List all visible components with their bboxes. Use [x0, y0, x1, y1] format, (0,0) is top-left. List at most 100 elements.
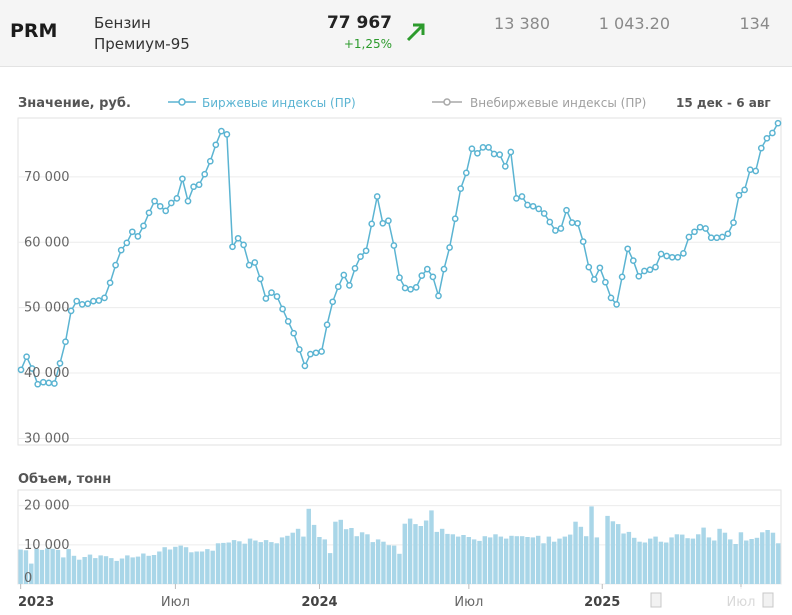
price-point[interactable] — [563, 206, 570, 214]
volume-bar[interactable] — [498, 536, 504, 584]
price-point[interactable] — [702, 225, 709, 232]
price-point[interactable] — [162, 207, 170, 215]
volume-bar[interactable] — [642, 542, 648, 585]
volume-bar[interactable] — [274, 543, 279, 584]
price-point[interactable] — [362, 247, 370, 255]
price-point[interactable] — [368, 220, 376, 228]
price-point[interactable] — [373, 193, 381, 200]
volume-bar[interactable] — [279, 537, 285, 584]
price-point[interactable] — [518, 193, 526, 200]
price-point[interactable] — [507, 148, 515, 156]
volume-bar[interactable] — [690, 538, 696, 584]
volume-bar[interactable] — [381, 541, 386, 584]
volume-bar[interactable] — [541, 543, 546, 584]
volume-bar[interactable] — [295, 528, 301, 584]
volume-bar[interactable] — [205, 549, 210, 584]
volume-bar[interactable] — [61, 557, 66, 584]
volume-bar[interactable] — [583, 536, 589, 584]
volume-bar[interactable] — [253, 540, 258, 585]
volume-bar[interactable] — [471, 539, 477, 584]
price-point[interactable] — [240, 241, 247, 249]
price-point[interactable] — [657, 250, 665, 258]
price-point[interactable] — [769, 129, 776, 137]
volume-bar[interactable] — [487, 537, 493, 584]
volume-bar[interactable] — [503, 538, 509, 584]
volume-bar[interactable] — [738, 532, 744, 584]
instrument-row[interactable]: PRM Бензин Премиум-95 77 967 +1,25% 13 3… — [0, 0, 792, 67]
price-point[interactable] — [245, 261, 253, 269]
price-point[interactable] — [641, 267, 648, 275]
volume-bar[interactable] — [514, 536, 520, 584]
price-point[interactable] — [529, 202, 537, 210]
volume-bar[interactable] — [770, 532, 776, 584]
volume-bar[interactable] — [578, 526, 584, 584]
volume-bar[interactable] — [706, 537, 712, 584]
price-point[interactable] — [763, 134, 771, 142]
volume-bar[interactable] — [546, 536, 552, 584]
volume-bar[interactable] — [397, 553, 402, 584]
volume-bar[interactable] — [733, 544, 738, 584]
volume-bar[interactable] — [605, 515, 610, 584]
volume-bar[interactable] — [98, 555, 103, 584]
price-point[interactable] — [629, 257, 637, 264]
volume-bar[interactable] — [535, 535, 541, 584]
price-point[interactable] — [490, 150, 498, 158]
price-point[interactable] — [212, 141, 220, 149]
price-point[interactable] — [774, 119, 782, 127]
price-point[interactable] — [206, 157, 214, 165]
price-point[interactable] — [618, 273, 626, 281]
volume-bar[interactable] — [626, 531, 632, 584]
price-point[interactable] — [357, 253, 364, 260]
volume-bar[interactable] — [50, 548, 55, 585]
volume-bar[interactable] — [151, 555, 157, 584]
legend-otc[interactable]: Внебиржевые индексы (ПР) — [432, 96, 646, 110]
price-point[interactable] — [312, 349, 320, 357]
volume-bar[interactable] — [551, 541, 557, 584]
volume-bar[interactable] — [135, 556, 141, 584]
price-point[interactable] — [184, 197, 192, 205]
volume-bar[interactable] — [290, 532, 295, 584]
volume-bar[interactable] — [23, 550, 29, 584]
price-point[interactable] — [568, 219, 576, 226]
volume-bar[interactable] — [215, 543, 221, 584]
price-point[interactable] — [323, 321, 331, 329]
price-point[interactable] — [229, 243, 236, 251]
price-point[interactable] — [585, 263, 593, 271]
volume-bar[interactable] — [130, 557, 135, 584]
volume-bar[interactable] — [754, 537, 760, 584]
price-point[interactable] — [45, 379, 53, 387]
price-point[interactable] — [757, 144, 765, 152]
volume-bar[interactable] — [530, 537, 536, 584]
volume-bar[interactable] — [354, 536, 359, 584]
price-point[interactable] — [579, 238, 587, 245]
volume-bar[interactable] — [231, 540, 237, 584]
price-point[interactable] — [451, 215, 459, 223]
price-point[interactable] — [334, 283, 342, 291]
price-point[interactable] — [685, 233, 693, 241]
volume-bar[interactable] — [34, 548, 39, 585]
volume-bar[interactable] — [615, 524, 621, 584]
volume-bar[interactable] — [247, 538, 253, 584]
price-point[interactable] — [730, 219, 737, 226]
price-point[interactable] — [56, 359, 64, 367]
price-point[interactable] — [412, 284, 420, 291]
price-point[interactable] — [696, 223, 704, 231]
volume-bar[interactable] — [119, 558, 125, 585]
volume-bar[interactable] — [333, 521, 338, 584]
price-point[interactable] — [440, 265, 448, 273]
volume-bar[interactable] — [66, 549, 71, 584]
volume-bar[interactable] — [557, 538, 562, 584]
range-navigator[interactable] — [650, 587, 778, 611]
volume-bar[interactable] — [466, 537, 472, 584]
volume-bar[interactable] — [722, 532, 728, 584]
volume-bar[interactable] — [519, 536, 525, 584]
volume-bar[interactable] — [157, 551, 162, 585]
volume-bar[interactable] — [776, 543, 781, 584]
volume-bar[interactable] — [162, 547, 167, 584]
volume-bar[interactable] — [237, 541, 242, 584]
price-point[interactable] — [590, 276, 598, 283]
volume-bar[interactable] — [744, 540, 749, 585]
volume-bar[interactable] — [632, 537, 637, 584]
volume-bar[interactable] — [45, 548, 50, 584]
price-point[interactable] — [501, 163, 509, 170]
